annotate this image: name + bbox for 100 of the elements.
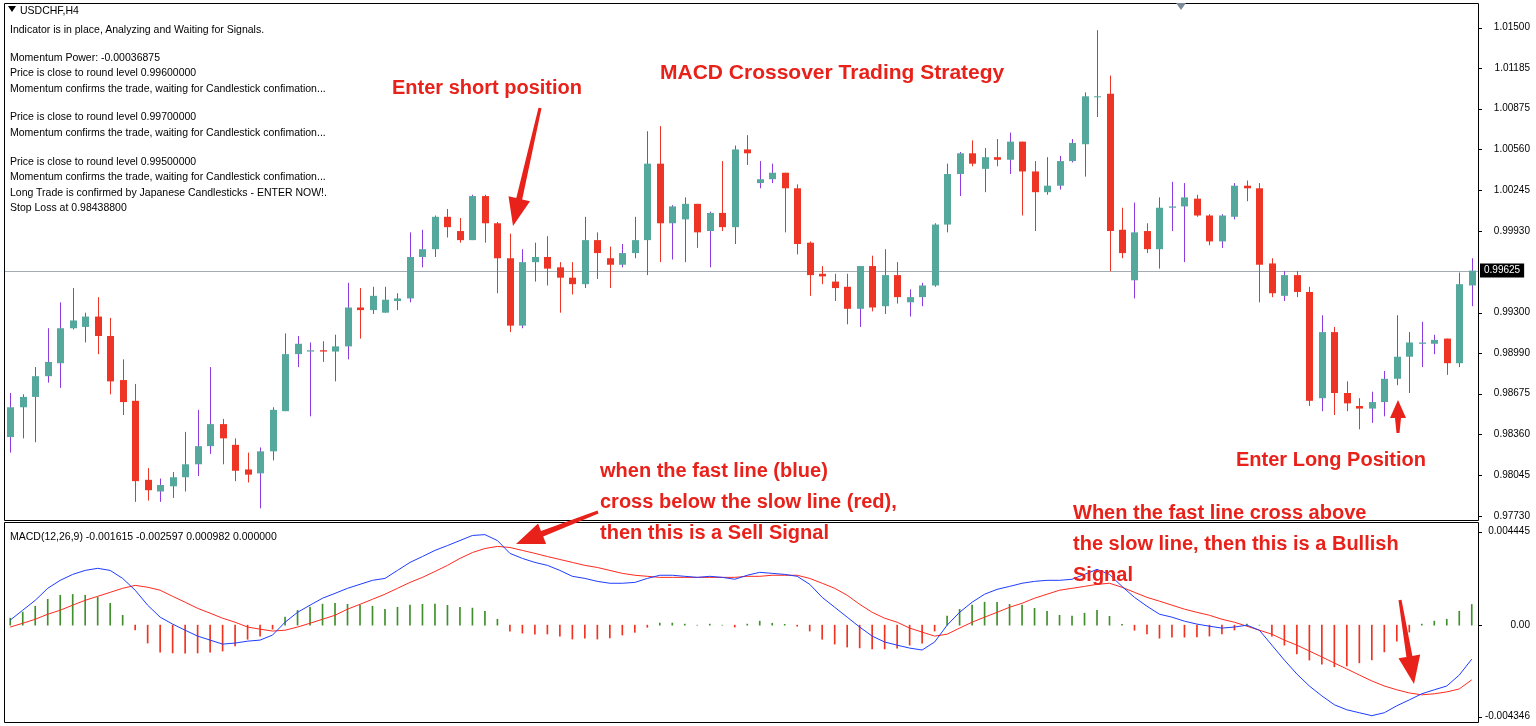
candlestick [1069, 138, 1076, 163]
candlestick [1369, 391, 1376, 424]
candlestick [207, 366, 214, 455]
y-tick-label: 1.01500 [1493, 21, 1531, 33]
candlestick [382, 286, 389, 314]
candlestick [919, 282, 926, 307]
candlestick [1394, 314, 1401, 386]
y-tick-label: 0.99300 [1493, 306, 1531, 318]
chart-subtitle: USDCHF,H4 [20, 4, 79, 16]
y-tick-label: -0.004346 [1484, 710, 1531, 722]
candlestick [982, 147, 989, 193]
candlestick [320, 340, 327, 363]
candlestick [357, 287, 364, 340]
y-tick-label: 0.98045 [1493, 469, 1531, 481]
candlestick [619, 243, 626, 268]
candlestick [145, 467, 152, 502]
candlestick [170, 471, 177, 499]
candlestick [70, 287, 77, 331]
candlestick [744, 134, 751, 166]
y-tick-label: 0.99930 [1493, 224, 1531, 236]
candlestick [1032, 160, 1039, 232]
candlestick [257, 446, 264, 509]
candlestick [45, 327, 52, 384]
candlestick [769, 163, 776, 184]
candlestick [95, 296, 102, 355]
candlestick [82, 312, 89, 343]
candlestick [195, 409, 202, 477]
candlestick [1007, 132, 1014, 175]
candlestick [757, 160, 764, 189]
candlestick [1294, 270, 1301, 298]
candlestick [632, 216, 639, 259]
candlestick [994, 138, 1001, 167]
candlestick [1169, 181, 1176, 232]
annotation: Price is close to round level 0.99700000 [10, 110, 197, 123]
candlestick [607, 246, 614, 289]
candlestick [20, 393, 27, 439]
y-tick-label: 0.00 [1510, 618, 1531, 630]
candlestick [1344, 380, 1351, 412]
candlestick [32, 366, 39, 443]
candlestick [669, 204, 676, 261]
candlestick [307, 341, 314, 417]
candlestick [569, 261, 576, 296]
candlestick [832, 273, 839, 302]
candlestick [719, 160, 726, 232]
y-tick-label: 1.00875 [1493, 102, 1531, 114]
y-tick-label: 1.01185 [1494, 62, 1531, 74]
annotation: Enter Long Position [1236, 447, 1426, 471]
candlestick [1144, 222, 1151, 254]
y-tick-label: 0.98990 [1493, 346, 1531, 358]
candlestick [544, 235, 551, 286]
candlestick [1281, 270, 1288, 302]
candlestick [1469, 257, 1476, 307]
candlestick [182, 431, 189, 492]
y-tick-label: 0.98675 [1493, 387, 1531, 399]
candlestick [1119, 207, 1126, 259]
y-tick-label: 1.00560 [1493, 143, 1531, 155]
annotation: Momentum confirms the trade, waiting for Candlestick confimation... [10, 82, 326, 95]
candlestick [894, 261, 901, 305]
annotation: Price is close to round level 0.99500000 [10, 155, 197, 168]
candlestick [220, 418, 227, 465]
candlestick [1431, 334, 1438, 355]
candlestick [707, 211, 714, 268]
candlestick [557, 261, 564, 314]
annotation: when the fast line (blue) cross below the slow line (red), then this is a Sell Signal [600, 458, 897, 545]
candlestick [245, 452, 252, 483]
candlestick [782, 172, 789, 233]
candlestick [907, 288, 914, 318]
candlestick [1419, 321, 1426, 368]
candlestick [295, 335, 302, 368]
text: MACD Crossover Trading Strategy [660, 60, 1005, 84]
y-tick-label: 0.98360 [1493, 428, 1531, 440]
annotation: Indicator is in place, Analyzing and Waiting for Signals. [10, 23, 265, 36]
y-tick-label: 1.00245 [1493, 183, 1531, 195]
y-tick-label: 0.97730 [1493, 509, 1531, 521]
candlestick [1094, 29, 1101, 118]
candlestick [1194, 194, 1201, 218]
annotation: Momentum confirms the trade, waiting for Candlestick confimation... [10, 170, 326, 183]
y-tick-label: 0.004445 [1488, 525, 1531, 537]
candlestick [1406, 331, 1413, 394]
candlestick [957, 151, 964, 197]
candlestick [1044, 156, 1051, 196]
candlestick [532, 242, 539, 283]
candlestick [457, 217, 464, 244]
candlestick [419, 229, 426, 268]
annotation: Price is close to round level 0.99600000 [10, 66, 197, 79]
ref-line-label: 0.99625 [1484, 264, 1521, 276]
candlestick [1381, 370, 1388, 417]
annotation: Long Trade is confirmed by Japanese Candlesticks - ENTER NOW!. [10, 186, 327, 199]
candlestick [332, 334, 339, 382]
annotation: Enter short position [392, 75, 582, 99]
annotation: MACD(12,26,9) -0.001615 -0.002597 0.000982 0.000000 [10, 530, 277, 543]
annotation: Momentum confirms the trade, waiting for Candlestick confimation... [10, 126, 326, 139]
candlestick [594, 231, 601, 280]
annotation: Momentum Power: -0.00036875 [10, 51, 160, 64]
candlestick [120, 358, 127, 416]
candlestick [1181, 182, 1188, 263]
candlestick [444, 208, 451, 239]
candlestick [969, 139, 976, 167]
annotation: Stop Loss at 0.98438800 [10, 201, 127, 214]
candlestick [157, 478, 164, 503]
